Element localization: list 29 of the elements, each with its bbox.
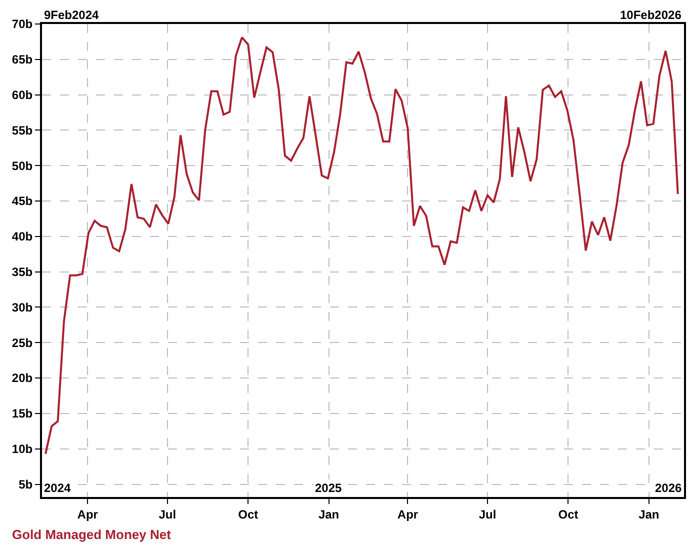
text: 9Feb2024 bbox=[44, 8, 100, 22]
text: 10Feb2026 bbox=[620, 8, 682, 22]
x-tick-label: Jul bbox=[478, 507, 496, 522]
annotation: 2024 bbox=[44, 481, 72, 495]
x-tick-label: Apr bbox=[397, 507, 418, 522]
y-tick-label: 10b bbox=[12, 442, 33, 456]
x-tick-label: Apr bbox=[77, 507, 98, 522]
y-tick-label: 45b bbox=[12, 194, 33, 208]
y-tick-label: 25b bbox=[12, 336, 33, 350]
x-tick-label: Jan bbox=[638, 507, 660, 522]
text: Gold Managed Money Net bbox=[12, 527, 172, 542]
y-tick-label: 5b bbox=[18, 477, 33, 492]
y-tick-label: 40b bbox=[12, 230, 33, 244]
y-tick-label: 55b bbox=[12, 123, 33, 138]
annotation: 2026 bbox=[655, 481, 682, 495]
x-tick-label: Oct bbox=[558, 507, 578, 522]
y-tick-label: 70b bbox=[12, 17, 33, 32]
y-tick-label: 65b bbox=[12, 52, 33, 67]
annotation: 2025 bbox=[315, 481, 342, 495]
x-tick-label: Jan bbox=[318, 507, 340, 522]
y-tick-label: 60b bbox=[12, 88, 33, 102]
y-tick-label: 20b bbox=[12, 371, 33, 386]
x-tick-label: Jul bbox=[158, 507, 176, 522]
line-series bbox=[44, 36, 679, 455]
y-tick-label: 15b bbox=[12, 406, 33, 421]
y-tick-label: 35b bbox=[12, 265, 33, 280]
y-tick-label: 30b bbox=[12, 300, 33, 314]
y-tick-label: 50b bbox=[12, 158, 33, 173]
x-tick-label: Oct bbox=[238, 507, 258, 522]
